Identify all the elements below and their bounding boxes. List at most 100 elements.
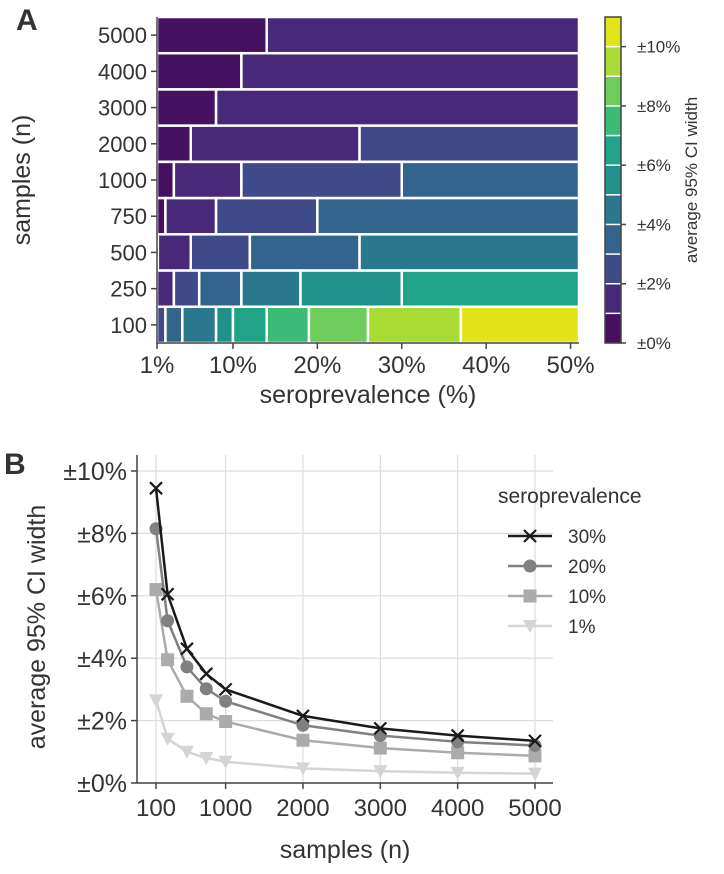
x-tick-label: 30% — [378, 352, 426, 379]
colorbar-segment — [605, 76, 621, 106]
heatmap-y-axis-label: samples (n) — [8, 115, 36, 246]
circle-marker — [199, 682, 213, 696]
triangle-down-marker — [528, 767, 542, 781]
square-marker — [373, 741, 387, 755]
x-marker — [160, 587, 175, 602]
heatmap-cell — [164, 196, 218, 236]
heatmap-panel: 5000 4000 3000 2000 1000 750 500 250 100 1% 10% 20%… — [98, 15, 595, 379]
heatmap-cell — [358, 124, 581, 164]
x-marker — [528, 734, 542, 748]
colorbar-segment — [605, 224, 621, 255]
colorbar-segment — [605, 135, 621, 166]
x-marker — [199, 667, 214, 681]
colorbar-tick-label: ±8% — [637, 97, 671, 116]
circle-marker — [219, 694, 233, 708]
square-marker — [528, 749, 542, 763]
heatmap-cell — [214, 196, 319, 236]
square-marker — [523, 589, 537, 603]
heatmap-cell — [155, 269, 176, 309]
triangle-down-marker — [179, 745, 194, 759]
heatmap-cell — [155, 305, 167, 345]
triangle-down-marker — [523, 620, 537, 633]
square-marker — [451, 746, 465, 760]
square-marker — [180, 689, 194, 703]
legend: 30% 20% 10% 1% — [508, 527, 606, 638]
heatmap-cell — [240, 51, 581, 91]
triangle-down-marker — [218, 755, 233, 769]
y-tick-label: 1000 — [98, 168, 147, 193]
legend-title: seroprevalence — [498, 485, 642, 508]
series-10pct — [149, 583, 542, 763]
colorbar-segment — [605, 313, 621, 343]
heatmap-cell — [459, 305, 581, 345]
circle-marker — [180, 660, 194, 674]
series-line — [154, 488, 536, 743]
heatmap-cell — [299, 269, 404, 309]
colorbar-segment — [605, 46, 621, 77]
colorbar-segment — [605, 283, 621, 314]
y-tick-label: 250 — [110, 277, 147, 302]
y-tick-label: 3000 — [98, 96, 147, 121]
x-marker — [218, 682, 233, 697]
colorbar-tick-label: ±0% — [637, 334, 671, 353]
colorbar-label: average 95% CI width — [682, 97, 701, 263]
square-marker — [199, 707, 213, 721]
circle-marker — [373, 729, 387, 743]
y-tick-label: 500 — [110, 240, 147, 265]
x-marker — [296, 709, 310, 723]
circle-marker — [523, 559, 537, 573]
square-marker — [296, 733, 310, 747]
legend-label: 30% — [568, 527, 606, 548]
colorbar-segment — [605, 165, 621, 195]
heatmap-cell — [316, 196, 581, 236]
heatmap-cell — [307, 305, 370, 345]
heatmap-cell — [248, 233, 361, 272]
y-tick-label: ±10% — [63, 458, 127, 486]
x-marker — [523, 529, 537, 543]
x-marker — [180, 642, 194, 656]
x-marker — [450, 728, 465, 743]
series-line — [154, 528, 536, 747]
x-marker — [149, 481, 163, 495]
triangle-down-marker — [373, 765, 388, 779]
triangle-down-marker — [295, 762, 310, 776]
series-20pct — [149, 522, 542, 753]
square-marker — [219, 715, 233, 729]
colorbar: ±0% ±2% ±4% ±6% ±8% ±10% — [604, 16, 680, 353]
line-x-axis-label: samples (n) — [280, 836, 411, 864]
legend-label: 20% — [568, 557, 606, 578]
colorbar-segment — [605, 17, 621, 47]
y-tick-label: ±4% — [77, 645, 127, 673]
panel-a-label: A — [16, 4, 38, 37]
x-tick-label: 20% — [293, 352, 341, 379]
colorbar-segment — [605, 254, 621, 284]
colorbar-tick-label: ±6% — [637, 156, 671, 175]
circle-marker — [451, 735, 465, 749]
heatmap-cell — [231, 305, 268, 345]
heatmap-cell — [155, 15, 268, 55]
y-tick-label: 2000 — [98, 132, 147, 157]
heatmap-cell — [181, 305, 218, 345]
colorbar-tick-label: ±10% — [637, 38, 680, 57]
y-tick-label: ±0% — [77, 770, 127, 798]
heatmap-cell — [240, 160, 404, 200]
x-tick-label: 50% — [547, 352, 595, 379]
triangle-down-marker — [149, 694, 163, 708]
heatmap-cell — [155, 196, 167, 236]
series-30pct — [149, 481, 542, 748]
square-marker — [161, 653, 175, 667]
x-tick-label: 40% — [462, 352, 510, 379]
triangle-down-marker — [199, 752, 214, 766]
line-panel: 100 1000 2000 3000 4000 5000 ±0% ±2% ±4% ±6% ±8% ±1… — [63, 455, 562, 822]
circle-marker — [296, 718, 310, 732]
x-marker — [373, 721, 388, 736]
x-tick-label: 2000 — [276, 795, 329, 822]
heatmap-cell — [156, 233, 193, 272]
heatmap-cell — [197, 269, 243, 309]
line-y-axis-label: average 95% CI width — [23, 505, 51, 750]
heatmap-cell — [164, 305, 184, 345]
legend-label: 1% — [568, 617, 596, 638]
heatmap-cell — [189, 233, 252, 272]
x-tick-label: 1000 — [199, 795, 252, 822]
